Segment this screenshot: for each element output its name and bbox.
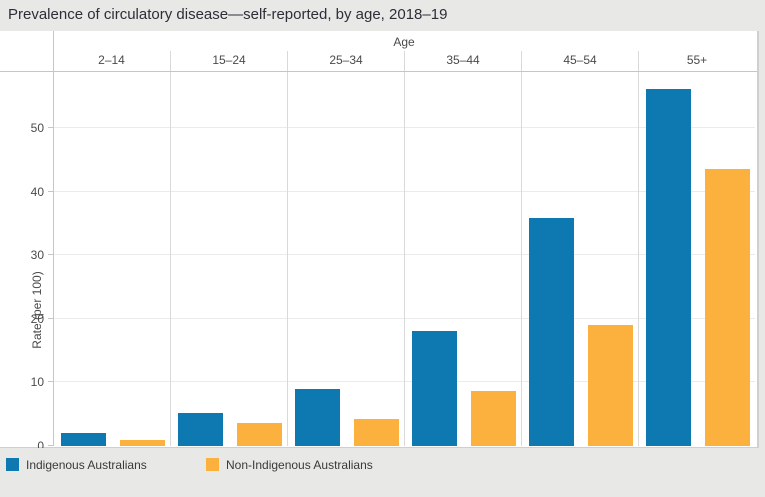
- dashboard-page: Prevalence of circulatory disease—self-r…: [0, 0, 765, 481]
- bar-indigenous-25-34[interactable]: [295, 388, 340, 446]
- y-tick-label: 30: [30, 248, 44, 263]
- legend: Indigenous Australians Non-Indigenous Au…: [0, 448, 765, 481]
- title-band: Prevalence of circulatory disease—self-r…: [0, 0, 765, 31]
- bar-indigenous-2-14[interactable]: [61, 432, 106, 446]
- bar-group-55+: [639, 72, 756, 446]
- bar-indigenous-55+[interactable]: [646, 89, 691, 446]
- bar-non-indigenous-2-14[interactable]: [120, 439, 165, 446]
- bar-group-35-44: [405, 72, 522, 446]
- bar-group-25-34: [288, 72, 405, 446]
- column-divider: [521, 72, 522, 446]
- column-divider: [287, 72, 288, 446]
- y-tick-label: 10: [30, 375, 44, 390]
- y-tick-mark: [48, 190, 53, 192]
- plot-area: [53, 72, 755, 446]
- x-axis-category-label: 2–14: [98, 53, 125, 67]
- column-divider: [638, 72, 639, 446]
- legend-item-indigenous[interactable]: Indigenous Australians: [6, 448, 147, 481]
- x-axis-group-label: Age: [393, 35, 415, 49]
- legend-item-non-indigenous[interactable]: Non-Indigenous Australians: [206, 448, 373, 481]
- bar-non-indigenous-15-24[interactable]: [237, 422, 282, 446]
- column-divider: [404, 72, 405, 446]
- x-axis-category-label: 55+: [638, 51, 755, 71]
- x-axis-category-row: 2–14 15–24 25–34 35–44 45–54 55+: [53, 51, 755, 71]
- bar-group-15-24: [171, 72, 288, 446]
- legend-label-non-indigenous: Non-Indigenous Australians: [226, 457, 373, 472]
- chart-title: Prevalence of circulatory disease—self-r…: [8, 6, 448, 23]
- x-axis-category-label: 15–24: [170, 51, 287, 71]
- y-tick-label: 0: [37, 439, 44, 453]
- header-left-border: [53, 31, 54, 71]
- legend-swatch-non-indigenous: [206, 458, 219, 471]
- y-tick-mark: [48, 445, 53, 446]
- legend-label-indigenous: Indigenous Australians: [26, 457, 147, 472]
- bar-non-indigenous-25-34[interactable]: [354, 419, 399, 446]
- y-tick-mark: [48, 126, 53, 128]
- bar-group-45-54: [522, 72, 639, 446]
- bar-indigenous-15-24[interactable]: [178, 412, 223, 446]
- y-tick-label: 20: [30, 311, 44, 326]
- chart-card: Age 2–14 15–24 25–34 35–44 45–54 55+ Rate (pe…: [0, 31, 759, 453]
- header-separator: [0, 71, 757, 72]
- x-axis-category-label: 45–54: [521, 51, 638, 71]
- y-tick-mark: [48, 254, 53, 256]
- column-divider: [170, 72, 171, 446]
- y-tick-mark: [48, 381, 53, 383]
- x-axis-category-label: 25–34: [287, 51, 404, 71]
- y-tick-label: 50: [30, 120, 44, 135]
- bar-indigenous-35-44[interactable]: [412, 330, 457, 446]
- bar-non-indigenous-55+[interactable]: [705, 168, 750, 446]
- y-axis: Rate (per 100) 0 10 20 30 40 50: [0, 72, 53, 453]
- bar-non-indigenous-35-44[interactable]: [471, 390, 516, 446]
- x-axis-category-label: 35–44: [404, 51, 521, 71]
- y-tick-mark: [48, 317, 53, 319]
- bar-group-2-14: [54, 72, 171, 446]
- y-tick-label: 40: [30, 184, 44, 199]
- bar-indigenous-45-54[interactable]: [529, 217, 574, 446]
- legend-swatch-indigenous: [6, 458, 19, 471]
- bar-non-indigenous-45-54[interactable]: [588, 324, 633, 446]
